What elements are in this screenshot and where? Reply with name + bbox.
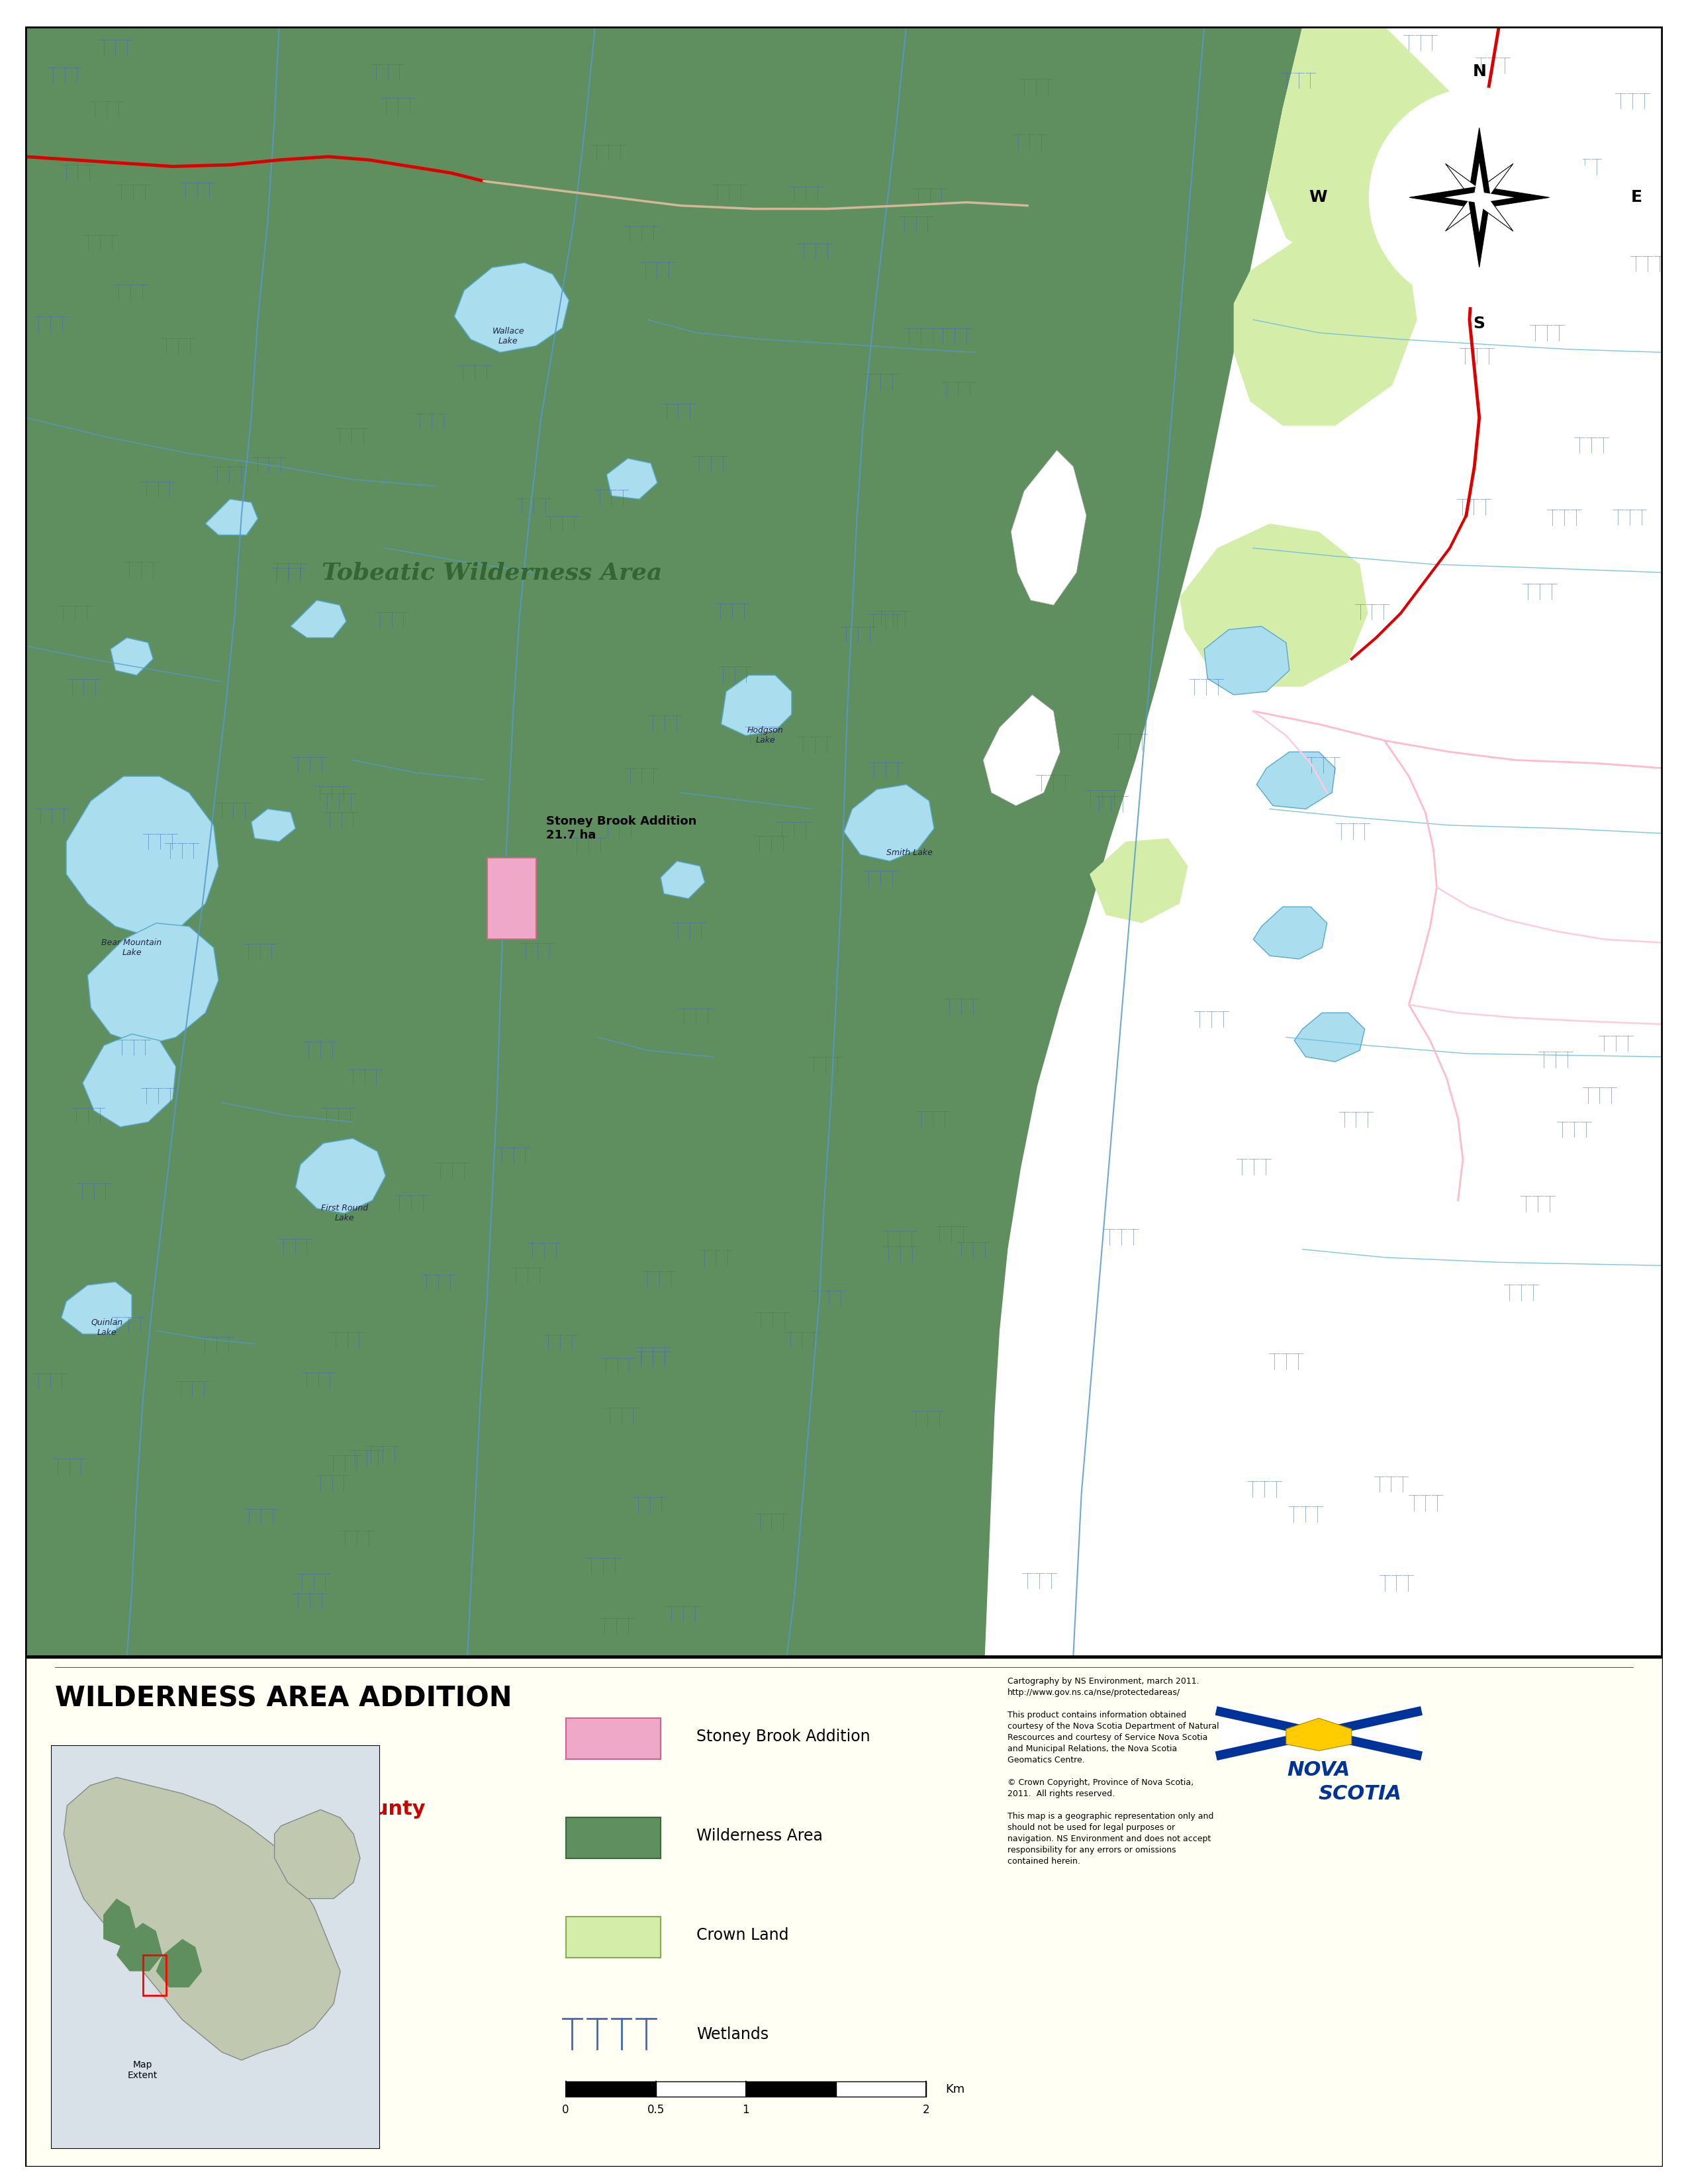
Polygon shape [1252, 906, 1327, 959]
Text: Km: Km [945, 2084, 966, 2094]
Text: 0: 0 [562, 2103, 569, 2116]
Polygon shape [64, 1778, 341, 2060]
Polygon shape [252, 808, 295, 841]
Polygon shape [1445, 192, 1484, 232]
Text: Stoney Brook Addition
21.7 ha: Stoney Brook Addition 21.7 ha [545, 815, 697, 841]
Bar [1220, 1712, 1416, 1756]
Text: S: S [1474, 317, 1485, 332]
Text: Quinlan
Lake: Quinlan Lake [91, 1319, 123, 1337]
Polygon shape [1474, 197, 1485, 232]
Polygon shape [1286, 1719, 1352, 1752]
Polygon shape [290, 601, 346, 638]
Text: Smith Lake: Smith Lake [886, 850, 933, 858]
Polygon shape [25, 1658, 1663, 2167]
Polygon shape [488, 858, 537, 939]
Text: Wallace
Lake: Wallace Lake [493, 328, 525, 345]
Text: Wetlands: Wetlands [697, 2027, 768, 2042]
Polygon shape [660, 860, 706, 898]
Polygon shape [1409, 186, 1479, 207]
Bar [565, 1817, 660, 1859]
Text: 2: 2 [922, 2103, 930, 2116]
Polygon shape [1469, 127, 1491, 197]
Bar [565, 1719, 660, 1758]
Polygon shape [606, 459, 657, 500]
Circle shape [1369, 87, 1590, 308]
Polygon shape [295, 1138, 385, 1214]
Polygon shape [206, 500, 258, 535]
Bar [565, 1918, 660, 1957]
Text: Cartography by NS Environment, march 2011.
http://www.gov.ns.ca/nse/protectedare: Cartography by NS Environment, march 201… [1008, 1677, 1219, 1865]
Polygon shape [1256, 751, 1335, 808]
Bar [836, 2081, 927, 2097]
Bar [143, 1955, 165, 1996]
Polygon shape [1469, 197, 1491, 266]
Text: 0.5: 0.5 [647, 2103, 665, 2116]
Text: Wilderness Area: Wilderness Area [697, 1828, 824, 1843]
Polygon shape [103, 1898, 137, 1948]
Text: Stoney Brook, Shelburne County: Stoney Brook, Shelburne County [54, 1800, 425, 1819]
Text: SCOTIA: SCOTIA [1318, 1784, 1401, 1804]
Polygon shape [110, 638, 154, 675]
Polygon shape [66, 775, 218, 937]
Bar [565, 2081, 655, 2097]
Polygon shape [1295, 1013, 1364, 1061]
Polygon shape [61, 1282, 132, 1334]
Text: First Round
Lake: First Round Lake [321, 1203, 368, 1223]
Polygon shape [984, 26, 1663, 1658]
Polygon shape [1090, 839, 1188, 924]
Polygon shape [1011, 450, 1087, 605]
Bar [655, 2081, 746, 2097]
Polygon shape [1479, 192, 1514, 203]
Polygon shape [1479, 186, 1550, 207]
Polygon shape [721, 675, 792, 736]
Text: N: N [1472, 63, 1485, 79]
Polygon shape [1445, 192, 1479, 203]
Text: Tobeatic Wilderness Area: Tobeatic Wilderness Area [54, 1749, 307, 1767]
Polygon shape [116, 1922, 162, 1972]
Text: Crown Land: Crown Land [697, 1926, 788, 1944]
Text: Bear Mountain
Lake: Bear Mountain Lake [101, 939, 162, 957]
Polygon shape [83, 1033, 176, 1127]
Text: NOVA: NOVA [1288, 1760, 1350, 1780]
Text: E: E [1631, 190, 1642, 205]
Text: Hodgson
Lake: Hodgson Lake [748, 727, 783, 745]
Polygon shape [844, 784, 933, 860]
Text: Stoney Brook Addition: Stoney Brook Addition [697, 1728, 871, 1745]
Polygon shape [155, 1939, 203, 1987]
Polygon shape [1474, 162, 1485, 197]
Text: 1: 1 [743, 2103, 749, 2116]
Polygon shape [1445, 164, 1484, 203]
Text: W: W [1310, 190, 1327, 205]
Polygon shape [1474, 164, 1512, 203]
Text: Tobeatic Wilderness Area: Tobeatic Wilderness Area [322, 561, 662, 583]
Bar [746, 2081, 836, 2097]
Polygon shape [454, 262, 569, 352]
Polygon shape [1266, 26, 1450, 271]
Polygon shape [1474, 192, 1512, 232]
Polygon shape [88, 924, 218, 1046]
Polygon shape [982, 695, 1060, 806]
Polygon shape [25, 26, 1663, 1658]
Text: WILDERNESS AREA ADDITION: WILDERNESS AREA ADDITION [54, 1686, 511, 1712]
Polygon shape [1204, 627, 1290, 695]
Polygon shape [1180, 524, 1367, 686]
Polygon shape [275, 1811, 360, 1898]
Text: Map
Extent: Map Extent [128, 2060, 157, 2079]
Polygon shape [1234, 238, 1416, 426]
